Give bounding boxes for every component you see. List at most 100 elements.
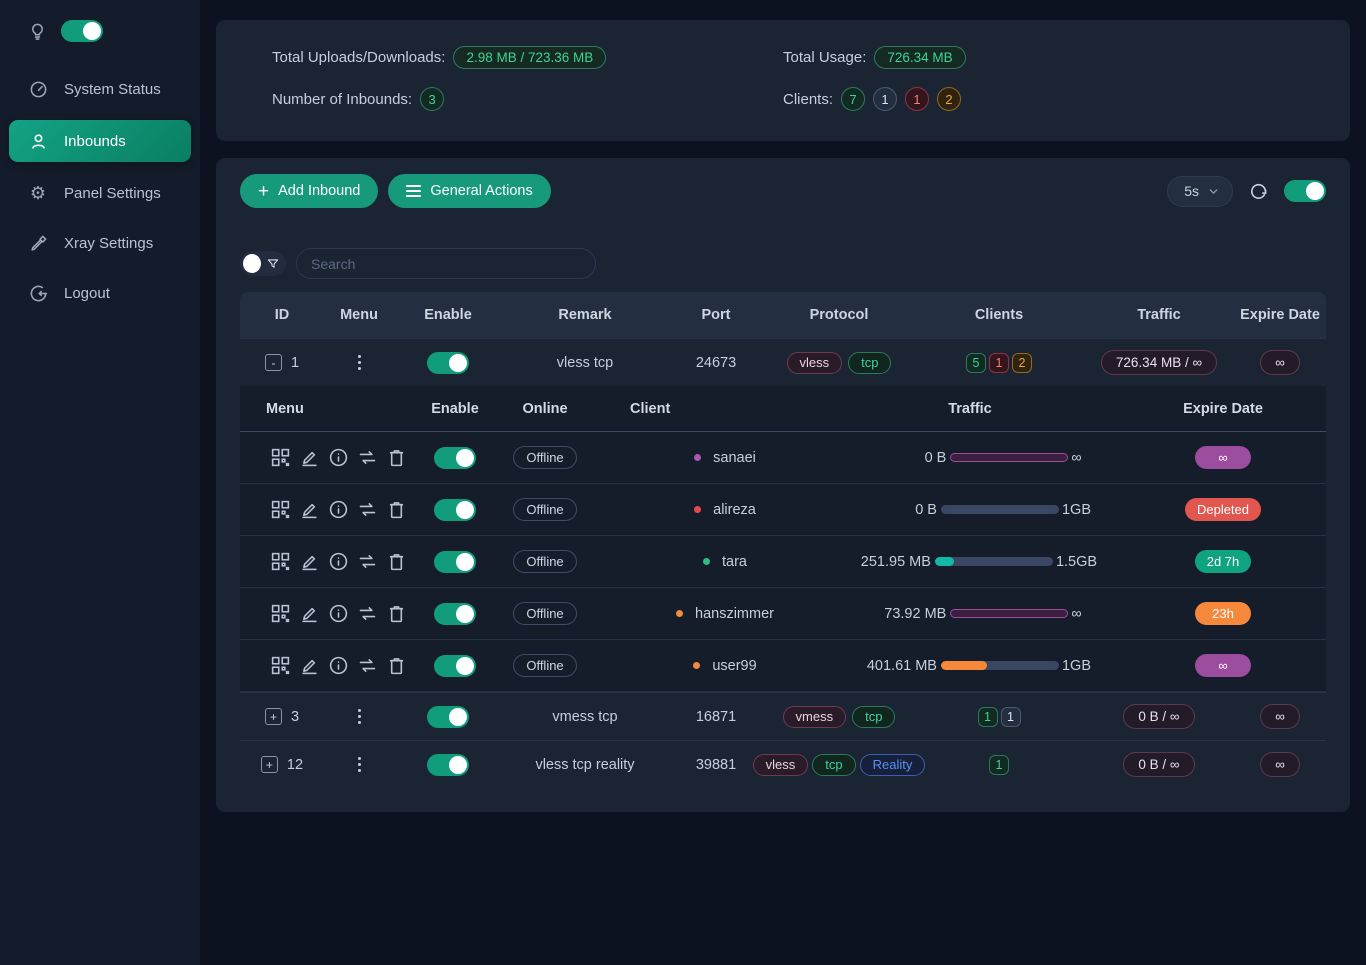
column-header: Protocol <box>809 307 869 323</box>
protocol-badge: vmess <box>782 705 847 728</box>
stat-clients: Clients: 7 1 1 2 <box>783 87 1294 111</box>
client-count-badge: 2 <box>1012 352 1032 373</box>
reset-traffic-icon[interactable] <box>357 655 378 676</box>
traffic-badge: 0 B / ∞ <box>1123 704 1195 729</box>
info-icon[interactable] <box>328 447 349 468</box>
enable-toggle[interactable] <box>434 550 476 573</box>
online-status-badge: Offline <box>513 498 577 521</box>
delete-icon[interactable] <box>386 447 407 468</box>
filter-toggle[interactable] <box>240 251 286 276</box>
client-row: Offline alireza 0 B 1GB Depleted <box>240 484 1326 536</box>
client-count-badge: 1 <box>905 87 930 111</box>
client-count-badge: 2 <box>937 87 962 111</box>
row-menu-icon[interactable] <box>354 705 365 728</box>
traffic-limit: 1.5GB <box>1055 553 1098 570</box>
search-input[interactable] <box>296 248 596 279</box>
traffic-used: 251.95 MB <box>860 553 931 570</box>
traffic-bar <box>950 453 1069 462</box>
reset-traffic-icon[interactable] <box>357 551 378 572</box>
stat-label: Total Usage: <box>783 49 867 66</box>
protocol-badge: Reality <box>859 753 926 776</box>
reset-traffic-icon[interactable] <box>357 447 378 468</box>
client-name: user99 <box>712 657 757 674</box>
inbound-remark: vless tcp reality <box>535 756 635 773</box>
enable-toggle[interactable] <box>434 498 476 521</box>
inbound-row: - 1 vless tcp 24673 vless tcp 5 1 2 726.… <box>240 338 1326 386</box>
enable-toggle[interactable] <box>434 602 476 625</box>
qr-code-icon[interactable] <box>270 499 291 520</box>
inbounds-card: + Add Inbound General Actions 5s <box>216 158 1350 812</box>
reset-traffic-icon[interactable] <box>357 603 378 624</box>
sidebar-item-system-status[interactable]: System Status <box>0 68 200 110</box>
client-name: sanaei <box>713 449 756 466</box>
column-header: Enable <box>424 307 472 323</box>
sidebar-item-label: Logout <box>64 284 110 302</box>
sidebar-item-label: Inbounds <box>64 132 126 150</box>
client-row: Offline tara 251.95 MB 1.5GB 2d 7h <box>240 536 1326 588</box>
refresh-icon[interactable] <box>1249 182 1268 201</box>
column-header: Client <box>630 400 671 417</box>
info-icon[interactable] <box>328 551 349 572</box>
enable-toggle[interactable] <box>434 446 476 469</box>
sidebar-item-label: Xray Settings <box>64 234 154 252</box>
qr-code-icon[interactable] <box>270 551 291 572</box>
sidebar-item-xray-settings[interactable]: Xray Settings <box>0 222 200 264</box>
qr-code-icon[interactable] <box>270 603 291 624</box>
inbound-port: 16871 <box>695 708 737 725</box>
info-icon[interactable] <box>328 655 349 676</box>
row-menu-icon[interactable] <box>354 351 365 374</box>
expire-badge: 2d 7h <box>1194 550 1252 573</box>
expire-badge: ∞ <box>1195 654 1251 677</box>
traffic-bar <box>940 661 1059 670</box>
client-row: Offline sanaei 0 B ∞ ∞ <box>240 432 1326 484</box>
client-count-badge: 1 <box>977 706 998 727</box>
edit-icon[interactable] <box>299 655 320 676</box>
expire-badge: ∞ <box>1260 704 1300 729</box>
expand-row-button[interactable]: + <box>260 756 278 773</box>
client-color-dot <box>693 662 701 669</box>
enable-toggle[interactable] <box>427 351 469 374</box>
qr-code-icon[interactable] <box>270 655 291 676</box>
delete-icon[interactable] <box>386 499 407 520</box>
client-row: Offline user99 401.61 MB 1GB ∞ <box>240 640 1326 692</box>
main-content: Total Uploads/Downloads: 2.98 MB / 723.3… <box>200 0 1366 965</box>
enable-toggle[interactable] <box>427 705 469 728</box>
theme-toggle[interactable] <box>61 20 103 42</box>
sidebar-item-logout[interactable]: Logout <box>0 272 200 314</box>
column-header: Online <box>522 400 568 417</box>
sub-table-header: Menu Enable Online Client Traffic Expire… <box>240 386 1326 432</box>
collapse-row-button[interactable]: - <box>264 354 282 371</box>
enable-toggle[interactable] <box>434 654 476 677</box>
online-status-badge: Offline <box>513 550 577 573</box>
column-header: ID <box>274 307 290 323</box>
protocol-badge: tcp <box>848 351 892 374</box>
reset-traffic-icon[interactable] <box>357 499 378 520</box>
wrench-icon <box>28 233 48 253</box>
info-icon[interactable] <box>328 499 349 520</box>
info-icon[interactable] <box>328 603 349 624</box>
sidebar-item-inbounds[interactable]: Inbounds <box>9 120 191 162</box>
traffic-badge: 726.34 MB / ∞ <box>1100 350 1218 375</box>
edit-icon[interactable] <box>299 603 320 624</box>
inbound-remark: vless tcp <box>556 354 614 371</box>
general-actions-button[interactable]: General Actions <box>388 174 551 208</box>
row-menu-icon[interactable] <box>354 753 365 776</box>
delete-icon[interactable] <box>386 551 407 572</box>
edit-icon[interactable] <box>299 499 320 520</box>
expire-badge: ∞ <box>1260 752 1300 777</box>
edit-icon[interactable] <box>299 551 320 572</box>
delete-icon[interactable] <box>386 655 407 676</box>
refresh-interval-select[interactable]: 5s <box>1167 175 1233 207</box>
enable-toggle[interactable] <box>427 753 469 776</box>
expand-row-button[interactable]: + <box>264 708 282 725</box>
sidebar-item-panel-settings[interactable]: ⚙ Panel Settings <box>0 172 200 214</box>
lightbulb-icon <box>28 22 47 41</box>
client-row: Offline hanszimmer 73.92 MB ∞ 23h <box>240 588 1326 640</box>
sidebar-item-label: System Status <box>64 80 161 98</box>
edit-icon[interactable] <box>299 447 320 468</box>
add-inbound-button[interactable]: + Add Inbound <box>240 174 379 208</box>
stat-total-usage: Total Usage: 726.34 MB <box>783 46 1294 69</box>
delete-icon[interactable] <box>386 603 407 624</box>
qr-code-icon[interactable] <box>270 447 291 468</box>
auto-refresh-toggle[interactable] <box>1284 180 1326 202</box>
